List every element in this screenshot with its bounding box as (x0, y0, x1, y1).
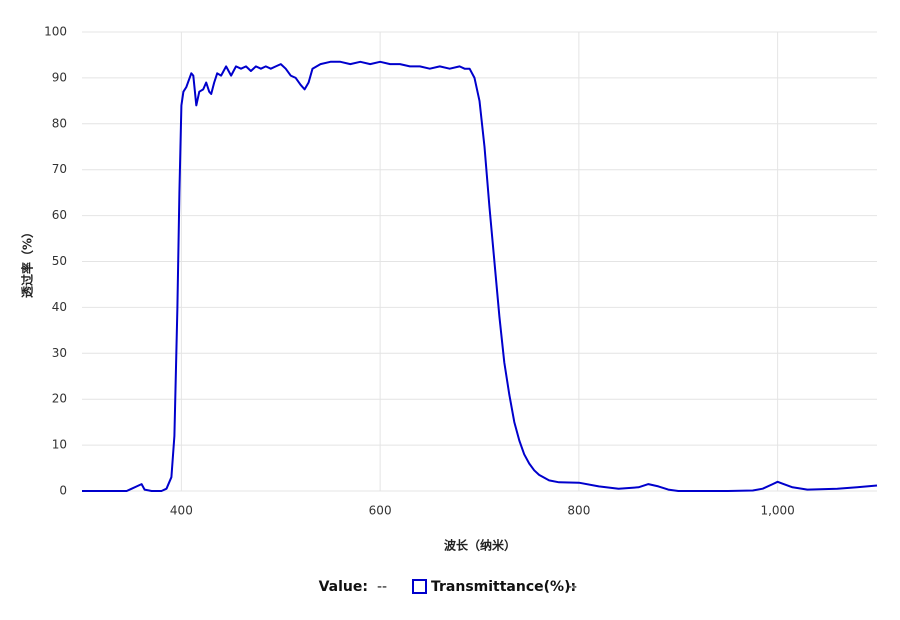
y-tick-label: 30 (52, 346, 67, 360)
readout-value: -- (377, 579, 387, 595)
y-tick-label: 0 (59, 484, 67, 498)
y-tick-label: 60 (52, 208, 67, 222)
x-tick-label: 600 (369, 504, 392, 518)
y-tick-label: 80 (52, 116, 67, 130)
legend-swatch (412, 579, 427, 594)
readout-label: Value: (319, 579, 368, 595)
y-tick-label: 90 (52, 70, 67, 84)
legend-readout: -- (567, 579, 577, 595)
series-line (82, 60, 878, 492)
y-tick-label: 40 (52, 300, 67, 314)
x-tick-label: 800 (567, 504, 590, 518)
x-tick-label: 400 (170, 504, 193, 518)
x-axis-label: 波长（纳米） (444, 538, 516, 553)
y-tick-label: 70 (52, 162, 67, 176)
legend-label: Transmittance(%): (431, 579, 576, 595)
y-tick-label: 10 (52, 438, 67, 452)
y-axis-label: 透过率（%） (20, 226, 35, 298)
x-tick-label: 1,000 (760, 504, 794, 518)
y-tick-label: 50 (52, 254, 67, 268)
y-tick-label: 100 (44, 25, 67, 39)
y-tick-label: 20 (52, 392, 67, 406)
